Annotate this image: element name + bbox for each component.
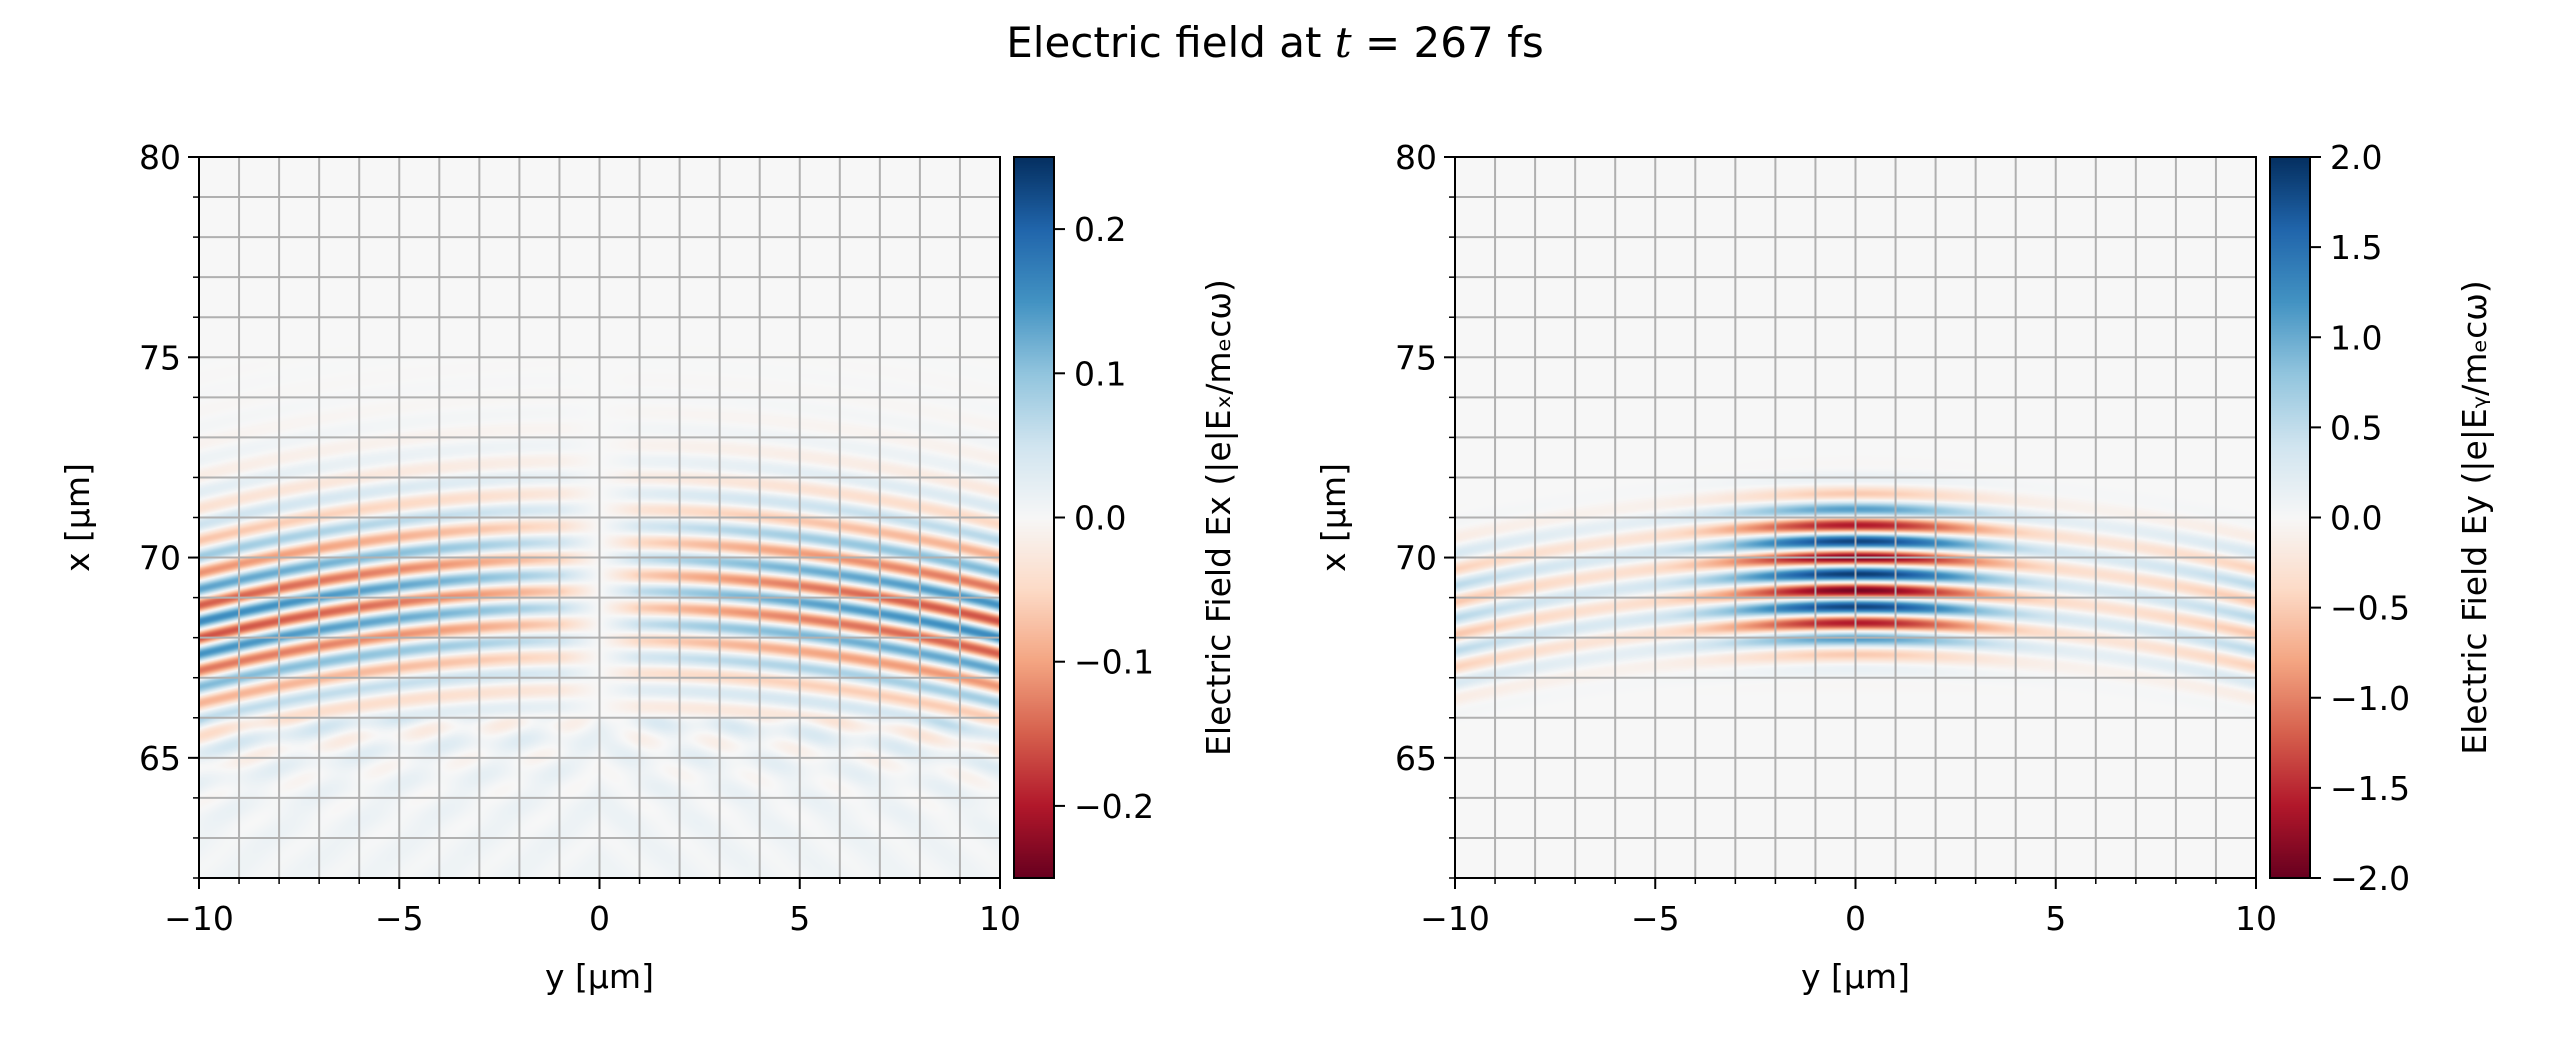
colorbar-ey bbox=[2270, 157, 2310, 878]
colorbar-tick-label: −0.1 bbox=[1074, 643, 1154, 682]
title-text-suffix: = 267 fs bbox=[1351, 18, 1544, 67]
colorbar-tick-label: −0.2 bbox=[1074, 787, 1154, 826]
x-tick-label: −5 bbox=[375, 899, 424, 938]
y-tick-label: 70 bbox=[1395, 539, 1437, 578]
colorbar-tick-label: 0.0 bbox=[1074, 499, 1126, 538]
colorbar-frame bbox=[2269, 156, 2311, 879]
y-axis-label: x [µm] bbox=[1314, 463, 1353, 572]
y-tick-label: 65 bbox=[139, 739, 181, 778]
y-tick-label: 80 bbox=[139, 138, 181, 177]
colorbar-tick-label: −0.5 bbox=[2330, 589, 2410, 628]
colorbar-tick-label: 2.0 bbox=[2330, 138, 2382, 177]
colorbar-tick-label: 0.1 bbox=[1074, 354, 1126, 393]
y-axis-label: x [µm] bbox=[58, 463, 97, 572]
colorbar-tick-label: 0.0 bbox=[2330, 499, 2382, 538]
colorbar-tick-label: −2.0 bbox=[2330, 859, 2410, 898]
x-tick-label: 0 bbox=[589, 899, 610, 938]
x-tick-label: 0 bbox=[1845, 899, 1866, 938]
x-axis-label: y [µm] bbox=[545, 957, 654, 996]
axes-ey: −10 −5 0 5 10 65 70 75 80 y [µm] x [µm] −2.0 −1.5 −1.… bbox=[1314, 138, 2494, 996]
title-text: Electric field at bbox=[1006, 18, 1335, 67]
y-tick-label: 80 bbox=[1395, 138, 1437, 177]
colorbar-tick-label: 1.0 bbox=[2330, 318, 2382, 357]
x-tick-label: 5 bbox=[789, 899, 810, 938]
x-tick-label: −5 bbox=[1631, 899, 1680, 938]
x-tick-label: −10 bbox=[164, 899, 234, 938]
figure-title: Electric field at t = 267 fs bbox=[0, 18, 2550, 67]
colorbar-label: Electric Field Ey (|e|Eᵧ/mₑcω) bbox=[2455, 280, 2494, 755]
x-tick-label: 10 bbox=[2235, 899, 2277, 938]
colorbar-tick-label: −1.0 bbox=[2330, 679, 2410, 718]
y-tick-label: 70 bbox=[139, 539, 181, 578]
x-tick-label: 5 bbox=[2045, 899, 2066, 938]
colorbar-tick-label: 0.2 bbox=[1074, 210, 1126, 249]
x-axis-label: y [µm] bbox=[1801, 957, 1910, 996]
x-tick-label: 10 bbox=[979, 899, 1021, 938]
y-tick-label: 75 bbox=[1395, 338, 1437, 377]
axes-ex: −10 −5 0 5 10 65 70 75 80 y [µm] x [µm] −0.2 −0.1 0.0… bbox=[58, 138, 1238, 996]
title-variable: t bbox=[1334, 18, 1352, 67]
colorbar-ex bbox=[1014, 157, 1054, 878]
colorbar-tick-label: −1.5 bbox=[2330, 769, 2410, 808]
colorbar-tick-label: 0.5 bbox=[2330, 408, 2382, 447]
y-tick-label: 75 bbox=[139, 338, 181, 377]
x-tick-label: −10 bbox=[1420, 899, 1490, 938]
colorbar-label: Electric Field Ex (|e|Eₓ/mₑcω) bbox=[1199, 279, 1238, 756]
y-tick-label: 65 bbox=[1395, 739, 1437, 778]
colorbar-tick-label: 1.5 bbox=[2330, 228, 2382, 267]
colorbar-frame bbox=[1013, 156, 1055, 879]
